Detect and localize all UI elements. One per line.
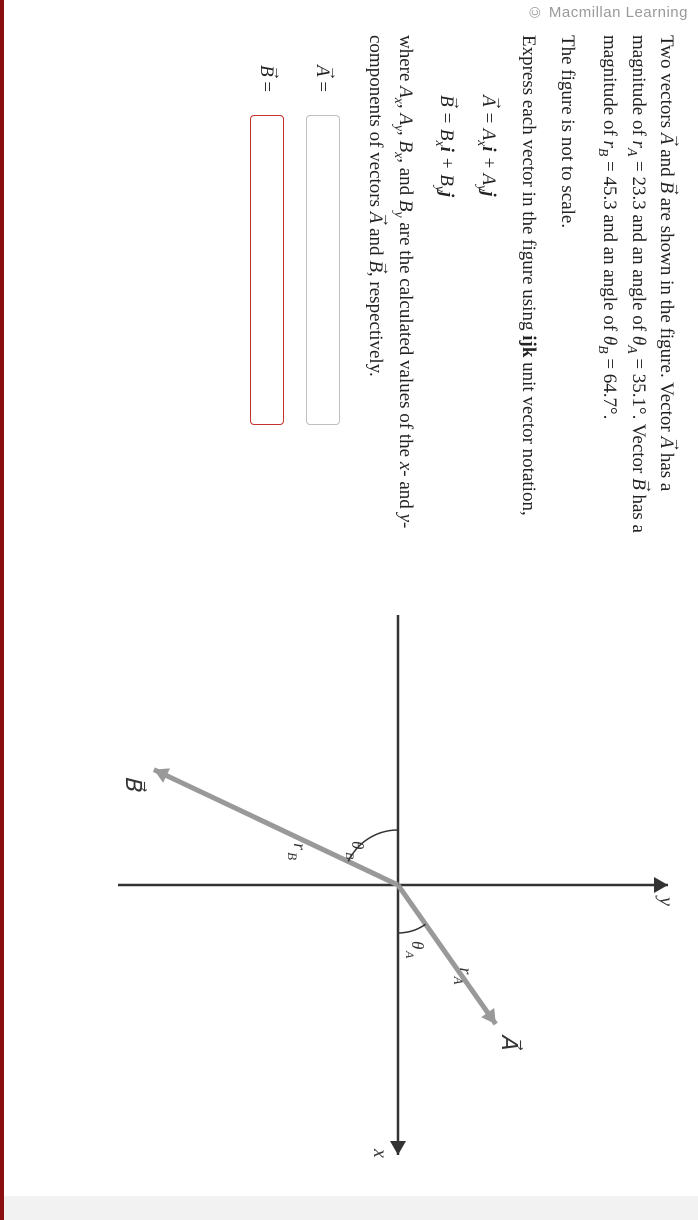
svg-text:A: A xyxy=(403,950,417,959)
equation-a: A = Axi + Ayj xyxy=(472,35,502,565)
svg-text:A: A xyxy=(451,975,466,984)
answer-row-a: A = xyxy=(306,65,340,565)
answer-row-b: B = xyxy=(250,65,284,565)
svg-text:y: y xyxy=(655,895,677,906)
paragraph-1: Two vectors A and B are shown in the fig… xyxy=(593,35,680,565)
svg-text:θ: θ xyxy=(348,841,367,849)
answer-input-a[interactable] xyxy=(306,115,340,425)
svg-text:θ: θ xyxy=(408,941,427,949)
equation-b: B = Bxi + Byj xyxy=(431,35,461,565)
paragraph-2: The figure is not to scale. xyxy=(554,35,582,565)
svg-text:r: r xyxy=(456,967,476,975)
problem-text: Two vectors A and B are shown in the fig… xyxy=(4,25,698,585)
paragraph-4: where Ax, Ay, Bx, and By are the calcula… xyxy=(362,35,419,565)
answer-input-b[interactable] xyxy=(250,115,284,425)
svg-text:B: B xyxy=(285,852,300,860)
paragraph-3: Express each vector in the figure using … xyxy=(514,35,542,565)
svg-text:x: x xyxy=(369,1148,391,1158)
figure: xyA⃗rAθAB⃗rBθB xyxy=(4,585,698,1195)
svg-text:B⃗: B⃗ xyxy=(121,776,147,793)
svg-text:B: B xyxy=(343,852,357,860)
copyright-text: © Macmillan Learning xyxy=(517,0,688,25)
svg-text:r: r xyxy=(290,843,310,851)
svg-text:A⃗: A⃗ xyxy=(497,1034,523,1051)
